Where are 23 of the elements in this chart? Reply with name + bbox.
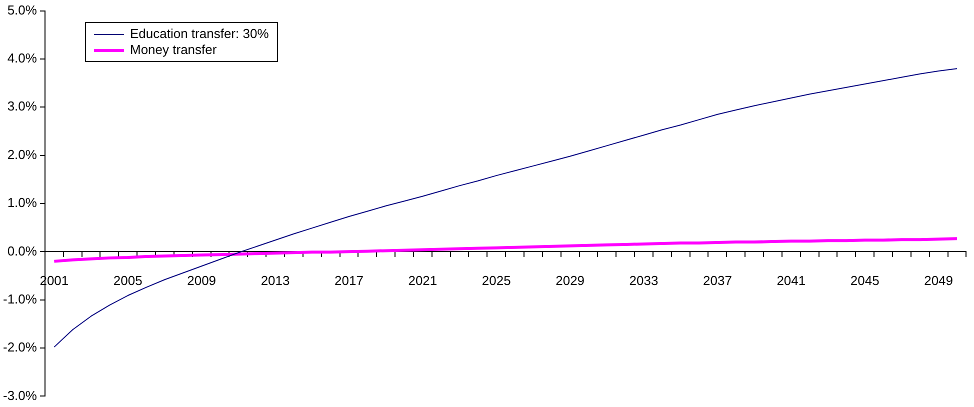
x-tick-label: 2041 (776, 273, 806, 288)
y-tick-label: -2.0% (2, 340, 38, 355)
x-tick-label: 2017 (334, 273, 364, 288)
x-tick-label: 2021 (408, 273, 438, 288)
y-tick-label: 2.0% (7, 146, 38, 162)
x-tick-label: 2037 (703, 273, 732, 288)
x-tick-label: 2029 (556, 273, 585, 288)
y-tick-label: 4.0% (7, 50, 38, 66)
y-tick-label: 3.0% (7, 98, 38, 114)
x-tick-label: 2005 (113, 273, 142, 288)
legend-label: Education transfer: 30% (130, 26, 269, 42)
y-tick-label: -1.0% (2, 291, 38, 306)
x-tick-label: 2013 (260, 273, 290, 288)
x-tick-label: 2009 (187, 273, 216, 288)
y-tick-label: 5.0% (7, 2, 38, 18)
x-tick-label: 2025 (482, 273, 511, 288)
x-tick-label: 2045 (850, 273, 880, 288)
legend-label: Money transfer (130, 42, 217, 58)
x-tick-label: 2049 (924, 273, 954, 288)
x-tick-label: 2033 (629, 273, 658, 288)
y-tick-label: 1.0% (7, 195, 38, 210)
y-tick-label: -3.0% (2, 388, 38, 403)
y-tick-label: 0.0% (7, 243, 38, 258)
